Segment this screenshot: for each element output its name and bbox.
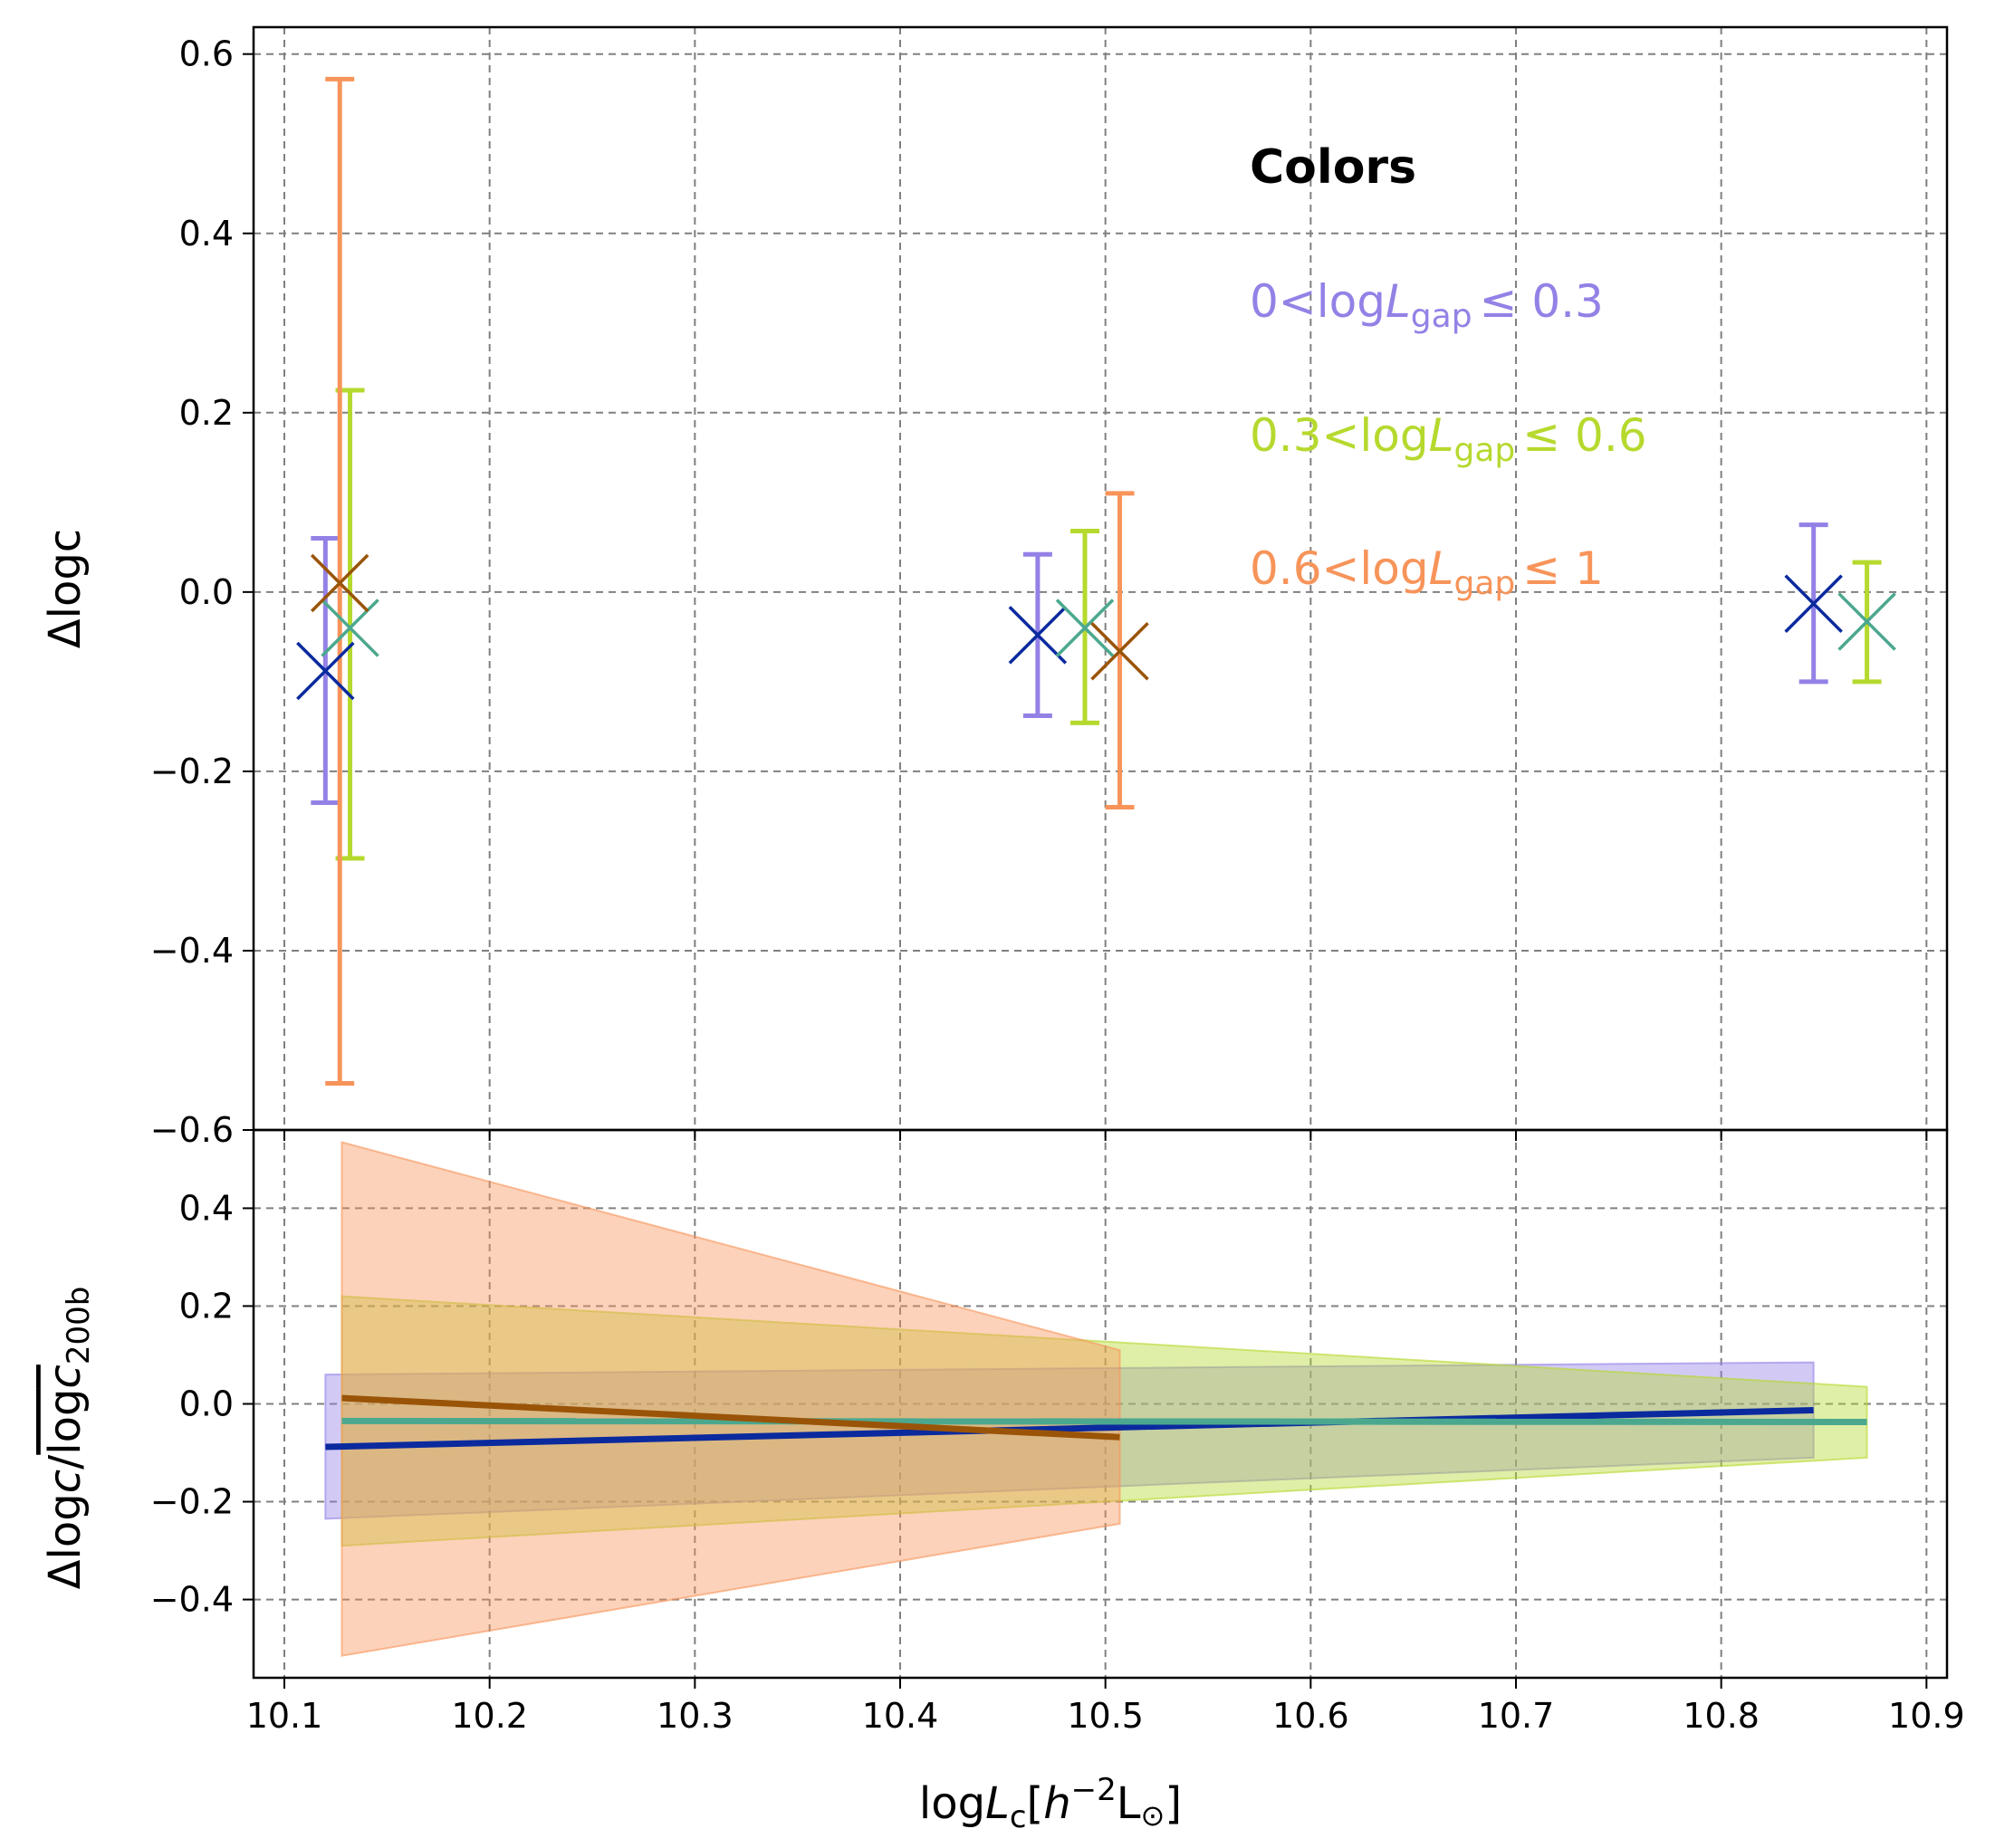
x-axis-label: logLc[h−2L⊙] — [919, 1772, 1182, 1835]
legend: 0<logLgap ≤ 0.3 0.3<logLgap ≤ 0.6 0.6<logLga… — [1250, 275, 1647, 602]
legend-entry: 0<logLgap ≤ 0.3 — [1250, 275, 1604, 335]
x-tick-label: 10.9 — [1888, 1696, 1965, 1736]
y-tick-label: 0.0 — [179, 1384, 234, 1424]
y-tick-label: 0.0 — [179, 572, 234, 612]
x-marker — [1837, 592, 1896, 651]
x-tick-label: 10.1 — [246, 1696, 323, 1736]
x-marker — [1008, 606, 1068, 665]
y-tick-label: 0.6 — [179, 34, 234, 74]
legend-title: Colors — [1250, 140, 1416, 195]
y-tick-label: −0.2 — [150, 1482, 234, 1522]
trend-line — [325, 1407, 1814, 1451]
y-tick-label: 0.4 — [179, 214, 234, 254]
legend-entry: 0.3<logLgap ≤ 0.6 — [1250, 409, 1647, 469]
x-tick-label: 10.4 — [862, 1696, 939, 1736]
svg-text:Δlogc/logc200b: Δlogc/logc200b — [40, 1287, 97, 1590]
x-marker — [310, 553, 369, 613]
x-marker — [1784, 574, 1843, 633]
x-marker — [321, 598, 379, 657]
y-tick-label: −0.4 — [150, 1580, 234, 1620]
top-panel-grid — [254, 27, 1947, 1131]
x-tick-label: 10.8 — [1683, 1696, 1760, 1736]
top-panel-markers — [296, 553, 1896, 701]
trend-line — [341, 1417, 1867, 1425]
x-tick-label: 10.6 — [1272, 1696, 1349, 1736]
bottom-y-axis-label: Δlogc/logc200b — [40, 1287, 97, 1590]
x-tick-label: 10.7 — [1478, 1696, 1555, 1736]
y-tick-label: −0.4 — [150, 931, 234, 971]
x-tick-label: 10.5 — [1067, 1696, 1144, 1736]
x-marker — [1055, 598, 1115, 657]
y-tick-label: 0.2 — [179, 1286, 234, 1326]
y-tick-label: −0.2 — [150, 752, 234, 791]
y-tick-label: 0.4 — [179, 1188, 234, 1228]
bottom-panel-bands — [324, 1141, 1868, 1657]
y-tick-label: 0.2 — [179, 393, 234, 433]
bottom-panel-lines — [325, 1394, 1867, 1451]
axis-ticks: 10.1 10.2 10.3 10.4 10.5 10.6 10.7 10.8 10.9 −0.6… — [150, 34, 1965, 1736]
error-band — [324, 1361, 1815, 1520]
y-tick-label: −0.6 — [150, 1110, 234, 1150]
x-tick-label: 10.3 — [657, 1696, 734, 1736]
legend-entry: 0.6<logLgap ≤ 1 — [1250, 542, 1604, 602]
top-y-axis-label: Δlogc — [40, 529, 91, 648]
bottom-panel-grid — [254, 1130, 1947, 1678]
top-panel-errorbars — [311, 76, 1882, 1087]
x-marker — [296, 641, 355, 701]
x-marker — [1090, 621, 1149, 681]
top-panel-frame — [252, 25, 1949, 1132]
trend-line — [341, 1394, 1120, 1441]
error-band — [340, 1141, 1121, 1657]
x-tick-label: 10.2 — [451, 1696, 528, 1736]
